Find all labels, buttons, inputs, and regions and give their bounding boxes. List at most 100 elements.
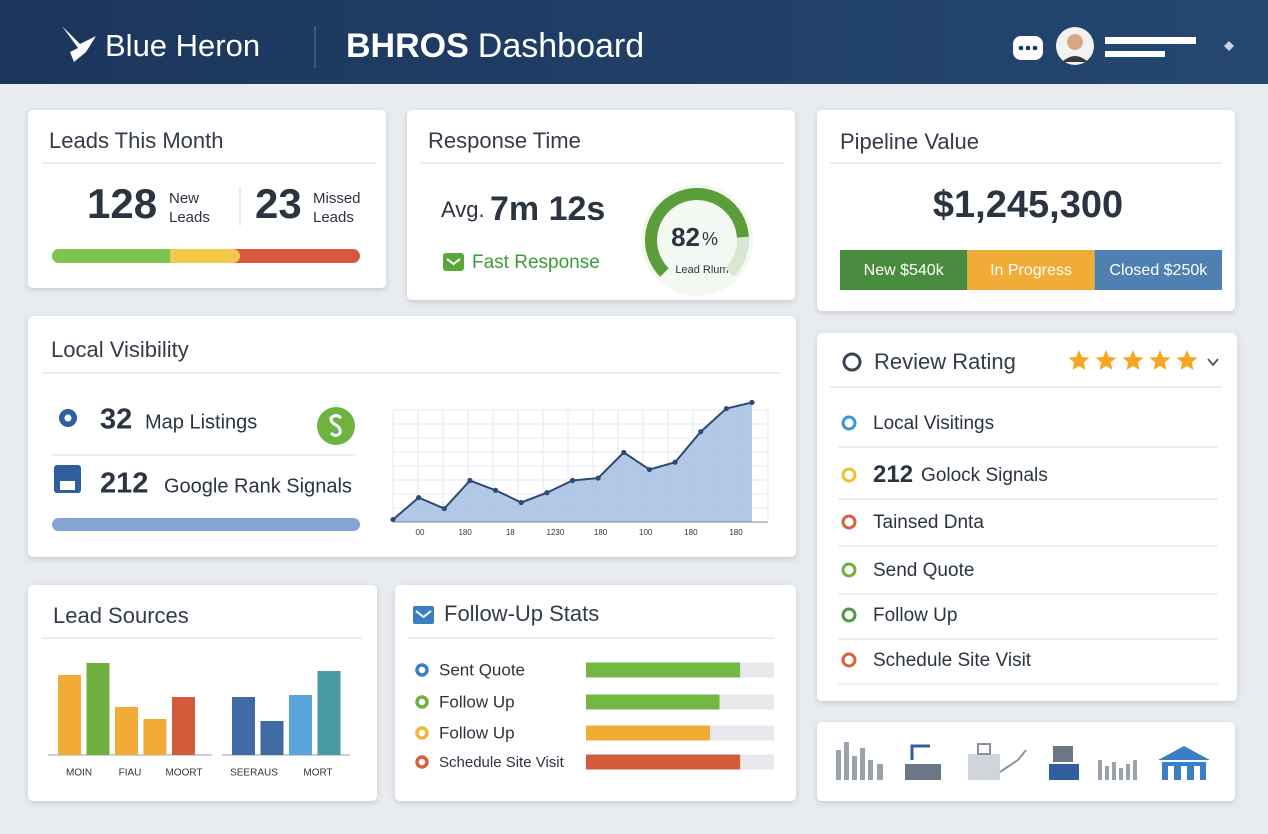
x-tick-label: MORT xyxy=(303,768,332,779)
item-label: Tainsed Dnta xyxy=(873,512,984,533)
avatar-body xyxy=(1062,56,1088,62)
metric-label: Leads xyxy=(313,209,354,226)
card xyxy=(28,110,386,288)
gauge-label: Lead Rlum xyxy=(675,264,728,276)
user-line xyxy=(1105,51,1165,57)
dot xyxy=(1032,45,1038,51)
status-dot xyxy=(415,726,429,740)
point xyxy=(518,499,524,506)
avg-label: Avg. xyxy=(441,197,485,222)
review-item: Tainsed Dnta xyxy=(873,512,984,533)
row-label: Follow Up xyxy=(439,723,515,742)
card-title: Local Visibility xyxy=(51,337,189,362)
point xyxy=(390,516,396,523)
star xyxy=(1068,350,1090,370)
mail-icon xyxy=(413,606,434,624)
gauge-unit: % xyxy=(702,229,718,249)
x-tick-label: 100 xyxy=(639,528,653,537)
status-icon xyxy=(446,258,461,266)
metric-value: 212 xyxy=(100,468,148,500)
mail-icon xyxy=(415,610,432,619)
star xyxy=(1095,350,1117,370)
card-title: Review Rating xyxy=(874,349,1016,374)
card xyxy=(817,722,1235,801)
app-title-strong: BHROS xyxy=(346,27,469,65)
bar xyxy=(115,707,138,755)
brand: Blue Heron xyxy=(105,28,260,63)
bar xyxy=(58,675,81,755)
row-label: Sent Quote xyxy=(439,660,525,679)
star xyxy=(1176,350,1198,370)
item-value: 212 xyxy=(873,461,913,488)
pipeline-segment xyxy=(967,250,1095,290)
x-tick-label: 180 xyxy=(684,528,698,537)
status-dot xyxy=(841,562,857,578)
user-line xyxy=(1105,37,1196,44)
point xyxy=(416,495,422,501)
expand[interactable] xyxy=(1207,358,1219,367)
review-item: Schedule Site Visit xyxy=(873,650,1032,671)
bar xyxy=(586,754,741,770)
x-tick-label: FIAU xyxy=(119,768,142,779)
segment-label: In Progress xyxy=(990,262,1072,279)
review-icon xyxy=(842,352,862,372)
x-tick-label: MOIN xyxy=(66,768,92,779)
menu-toggle[interactable] xyxy=(1224,41,1234,51)
point xyxy=(621,449,627,456)
dot xyxy=(1018,45,1024,51)
x-tick-label: 18 xyxy=(506,528,515,537)
pipeline-total: $1,245,300 xyxy=(933,184,1123,226)
metric-label: Missed xyxy=(313,190,361,207)
app-title: BHROS Dashboard xyxy=(346,27,644,65)
card-title: Leads This Month xyxy=(49,128,223,153)
x-tick-label: 180 xyxy=(729,528,743,537)
icon-strip xyxy=(836,742,1210,780)
item-label: Follow Up xyxy=(873,605,957,626)
bar xyxy=(317,671,341,755)
badge-glyph xyxy=(329,414,343,437)
point xyxy=(467,477,473,484)
point xyxy=(595,475,601,481)
x-tick-label: 180 xyxy=(594,528,608,537)
point xyxy=(569,477,576,484)
card xyxy=(395,585,796,801)
star xyxy=(1122,350,1144,370)
row-label: Schedule Site Visit xyxy=(439,754,565,771)
x-tick-label: 1230 xyxy=(547,528,565,537)
status-dot xyxy=(415,755,429,769)
point xyxy=(544,490,550,496)
bar xyxy=(289,695,312,755)
star xyxy=(1149,350,1171,370)
metric-value: 23 xyxy=(255,180,302,227)
item-label: Schedule Site Visit xyxy=(873,650,1032,671)
area xyxy=(393,402,752,522)
card xyxy=(817,333,1237,701)
card-title: Pipeline Value xyxy=(840,129,979,154)
bar xyxy=(143,719,167,755)
segment-label: Closed $250k xyxy=(1109,262,1208,279)
metric-value: 128 xyxy=(87,180,157,227)
progress-bar xyxy=(52,249,180,263)
bar xyxy=(86,663,110,755)
row-label: Follow Up xyxy=(439,692,515,711)
point xyxy=(723,405,729,412)
card-title: Response Time xyxy=(428,128,581,153)
bar xyxy=(232,697,255,755)
bar xyxy=(172,697,195,755)
x-tick-label: SEERAUS xyxy=(230,768,278,779)
bar xyxy=(586,662,741,678)
bar xyxy=(586,694,720,710)
metric-label: Map Listings xyxy=(145,411,257,433)
point xyxy=(698,429,704,435)
gauge-face xyxy=(641,184,753,296)
x-tick-label: MOORT xyxy=(165,768,202,779)
x-tick-label: 180 xyxy=(458,528,472,537)
metric-label: Leads xyxy=(169,209,210,226)
progress-bar xyxy=(170,249,180,263)
status-dot xyxy=(841,607,857,623)
point xyxy=(749,399,755,406)
point xyxy=(492,487,499,493)
app-title-rest: Dashboard xyxy=(478,27,644,65)
segment-label: New $540k xyxy=(864,262,945,279)
